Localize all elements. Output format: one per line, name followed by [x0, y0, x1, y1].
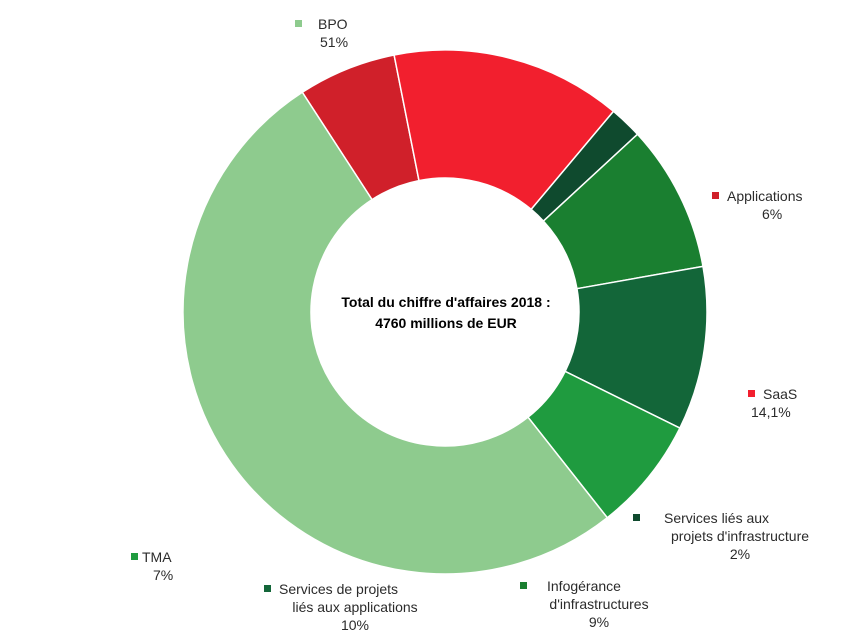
saas-legend-swatch — [748, 389, 755, 397]
label-app-projects: Services de projets liés aux application… — [264, 580, 436, 634]
applications-label-name: Applications — [727, 188, 803, 204]
label-infogerance: Infogérance d'infrastructures 9% — [520, 577, 660, 631]
tma-label-value: 7% — [153, 567, 174, 583]
infra-projects-legend-swatch — [633, 513, 640, 521]
infra-projects-label-line1: Services liés aux — [664, 510, 770, 526]
label-saas: SaaS 14,1% — [748, 385, 797, 421]
label-tma: TMA 7% — [131, 548, 173, 584]
label-applications: Applications 6% — [712, 187, 803, 223]
infogerance-label-line2: d'infrastructures — [549, 596, 649, 612]
tma-label-name: TMA — [142, 549, 172, 565]
label-infra-projects: Services liés aux projets d'infrastructu… — [633, 509, 829, 563]
tma-legend-swatch — [131, 552, 138, 560]
app-projects-label-value: 10% — [340, 617, 370, 633]
app-projects-label-line1: Services de projets — [279, 581, 399, 597]
slice-bpo — [182, 91, 609, 575]
slice-saas — [393, 49, 615, 211]
app-projects-legend-swatch — [264, 584, 271, 592]
center-text-line2: 4760 millions de EUR — [375, 315, 517, 331]
saas-label-value: 14,1% — [751, 404, 791, 420]
app-projects-label-line2: liés aux applications — [292, 599, 418, 615]
saas-label-name: SaaS — [763, 386, 798, 402]
infra-projects-label-value: 2% — [729, 546, 751, 562]
bpo-legend-swatch — [295, 19, 302, 27]
infra-projects-label-line2: projets d'infrastructure — [670, 528, 810, 544]
center-total-text: Total du chiffre d'affaires 2018 : 4760 … — [314, 292, 578, 334]
infogerance-legend-swatch — [520, 581, 527, 589]
applications-legend-swatch — [712, 191, 719, 199]
infogerance-label-line1: Infogérance — [547, 578, 621, 594]
label-bpo: BPO 51% — [295, 15, 348, 51]
center-text-line1: Total du chiffre d'affaires 2018 : — [341, 294, 551, 310]
infogerance-label-value: 9% — [588, 614, 610, 630]
bpo-label-name: BPO — [318, 16, 348, 32]
bpo-label-value: 51% — [320, 34, 349, 50]
applications-label-value: 6% — [762, 206, 783, 222]
